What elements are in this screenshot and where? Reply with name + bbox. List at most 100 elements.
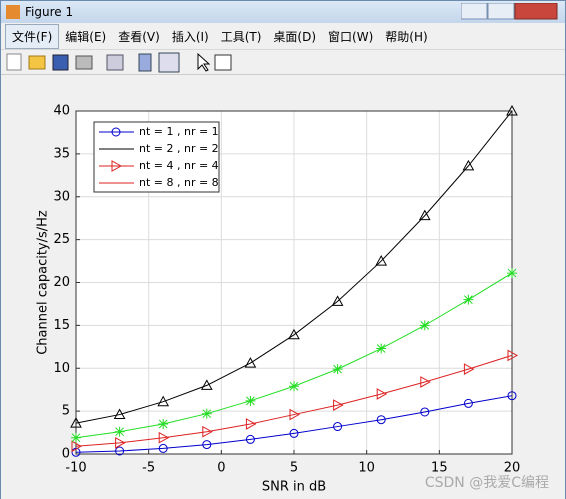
marker: [289, 428, 299, 438]
marker: [376, 415, 386, 425]
marker: [157, 395, 170, 407]
marker: [202, 440, 212, 450]
open-button[interactable]: [28, 55, 46, 70]
series-line: [75, 110, 513, 424]
legend-label: nt = 2 , nr = 2: [139, 142, 219, 155]
marker: [71, 440, 83, 453]
new-button[interactable]: [6, 53, 22, 71]
marker: [200, 379, 213, 390]
marker: [71, 447, 81, 457]
app-icon: [6, 5, 20, 19]
y-axis-label: Channel capacity/s/Hz: [36, 210, 51, 355]
marker: [463, 398, 473, 408]
x-tick-label: 5: [290, 461, 298, 476]
marker: [463, 294, 474, 305]
marker: [506, 104, 518, 116]
y-tick-label: 20: [53, 275, 70, 290]
y-tick-label: 5: [62, 404, 70, 419]
minimize-button[interactable]: [461, 3, 488, 20]
marker: [419, 320, 430, 331]
marker: [418, 209, 431, 221]
menu-item[interactable]: 编辑(E): [65, 29, 107, 44]
legend-box: [93, 121, 220, 193]
marker: [202, 425, 213, 438]
marker: [245, 395, 256, 406]
series-line: [75, 395, 513, 453]
marker: [376, 343, 387, 354]
marker: [420, 376, 431, 388]
legend-label: nt = 8 , nr = 8: [139, 176, 219, 189]
marker: [289, 381, 299, 392]
maximize-button[interactable]: [487, 3, 515, 20]
y-tick-label: 10: [53, 361, 70, 376]
marker: [115, 446, 125, 456]
axes-box: [75, 110, 513, 455]
close-button[interactable]: [514, 3, 558, 20]
marker: [111, 160, 123, 172]
series-line: [75, 354, 513, 447]
marker: [507, 349, 519, 362]
y-tick-label: 40: [53, 104, 70, 119]
marker: [376, 388, 388, 400]
marker: [201, 408, 212, 419]
window-controls: [461, 3, 558, 20]
menu-item[interactable]: 插入(I): [171, 29, 209, 44]
marker: [331, 295, 344, 306]
marker: [332, 364, 343, 375]
legend-label: nt = 4 , nr = 4: [139, 159, 219, 172]
property-button[interactable]: [214, 54, 232, 71]
figure: 0 5 10 15 20 25 30 35 40 -10 -5 0 5 10 15 20 SNR in dB Ch…: [1, 75, 565, 499]
legend-label: nt = 1 , nr = 1: [139, 125, 219, 138]
y-tick-label: 30: [53, 189, 70, 204]
menu-item[interactable]: 文件(F): [5, 23, 60, 49]
marker: [420, 407, 430, 417]
marker: [245, 434, 255, 444]
y-tick-label: 0: [62, 447, 70, 462]
toolbar-icons: [6, 52, 232, 73]
marker: [158, 418, 169, 429]
marker: [71, 432, 81, 443]
marker: [158, 443, 168, 453]
window-title: Figure 1: [25, 5, 74, 19]
x-tick-label: 10: [358, 461, 375, 476]
x-tick-label: 0: [217, 461, 225, 476]
legend-button[interactable]: [158, 52, 180, 73]
menu-item[interactable]: 帮助(H): [385, 29, 428, 44]
x-tick-label: 15: [431, 461, 448, 476]
x-tick-label: -5: [142, 461, 155, 476]
marker: [463, 363, 475, 375]
marker: [333, 422, 343, 432]
marker: [375, 255, 388, 266]
pointer-button[interactable]: [197, 52, 211, 72]
marker: [507, 391, 517, 401]
marker: [462, 159, 475, 171]
print-button[interactable]: [75, 55, 93, 70]
y-tick-label: 25: [53, 232, 70, 247]
link-button[interactable]: [106, 54, 124, 71]
marker: [70, 417, 82, 428]
marker: [158, 431, 170, 444]
y-tick-label: 15: [53, 318, 70, 333]
marker: [245, 418, 257, 430]
marker: [115, 437, 126, 449]
menu-bar: 文件(F) 编辑(E) 查看(V) 插入(I) 工具(T) 桌面(D) 窗口(W) 帮助(H): [1, 23, 565, 50]
colorbar-button[interactable]: [138, 53, 152, 72]
menu-item[interactable]: 桌面(D): [273, 29, 317, 44]
marker: [288, 328, 300, 340]
save-button[interactable]: [52, 54, 69, 71]
toolbar: [1, 50, 565, 75]
watermark: CSDN @我爱C编程: [425, 475, 549, 491]
x-tick-label: 20: [504, 461, 521, 476]
marker: [244, 357, 257, 368]
marker: [289, 408, 301, 421]
y-tick-label: 35: [53, 146, 70, 161]
marker: [113, 408, 126, 420]
menu-item[interactable]: 窗口(W): [328, 29, 374, 44]
marker: [333, 399, 344, 411]
menu-item[interactable]: 工具(T): [220, 29, 262, 44]
menu-item[interactable]: 查看(V): [118, 29, 160, 44]
marker: [111, 127, 121, 137]
title-bar: Figure 1: [1, 1, 565, 23]
marker: [114, 426, 125, 437]
